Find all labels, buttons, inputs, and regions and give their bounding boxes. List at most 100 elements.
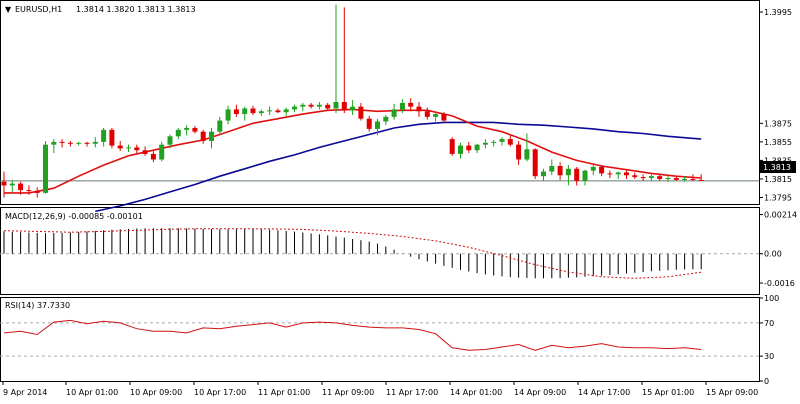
candle-body <box>333 102 339 109</box>
candle-body <box>341 102 347 111</box>
candle-body <box>482 142 488 145</box>
ohlc-header: 1.3814 1.3820 1.3813 1.3813 <box>76 5 196 14</box>
price-panel-frame <box>0 0 760 205</box>
candle-body <box>117 145 123 149</box>
candle-body <box>532 149 538 177</box>
candle-body <box>449 139 455 154</box>
candle-body <box>51 141 57 145</box>
candle-body <box>491 141 497 143</box>
candle-body <box>458 145 463 154</box>
time-tick-label: 10 Apr 09:00 <box>130 388 182 397</box>
candle-body <box>76 142 82 144</box>
rsi-label: RSI(14) 37.7330 <box>5 301 70 310</box>
candle-body <box>648 176 654 179</box>
candle-body <box>657 176 663 179</box>
rsi-tick-label: 0 <box>764 377 769 386</box>
candle-body <box>441 114 447 121</box>
candle-body <box>200 131 206 141</box>
price-tick-label: 1.3795 <box>764 194 792 203</box>
macd-signal-line <box>3 228 702 279</box>
symbol-label: EURUSD,H1 <box>15 5 62 14</box>
candle-body <box>524 149 530 160</box>
candle-body <box>466 145 472 151</box>
candle-body <box>607 173 613 175</box>
candle-body <box>416 106 422 112</box>
candle-body <box>516 144 522 160</box>
candle-body <box>150 153 156 160</box>
candle-body <box>565 168 571 176</box>
candle-body <box>101 129 107 142</box>
candle-body <box>474 144 480 151</box>
candle-body <box>640 177 646 179</box>
candle-body <box>698 179 704 181</box>
rsi-panel <box>0 319 759 357</box>
candle-body <box>43 144 48 193</box>
candle-body <box>383 116 389 122</box>
time-tick-label: 14 Apr 01:00 <box>450 388 502 397</box>
candle-body <box>250 108 256 114</box>
candle-body <box>84 142 90 144</box>
candle-body <box>283 109 289 113</box>
candle-body <box>233 109 239 115</box>
price-tick-label: 1.3815 <box>764 175 792 184</box>
candle-body <box>258 111 264 114</box>
macd-panel <box>0 228 759 279</box>
candle-body <box>175 129 181 137</box>
price-badge: 1.3813 <box>763 163 791 172</box>
candle-body <box>325 104 331 109</box>
candle-body <box>225 109 231 121</box>
macd-tick-label: 0.00214 <box>764 211 797 220</box>
time-tick-label: 14 Apr 09:00 <box>514 388 566 397</box>
candle-body <box>424 111 430 117</box>
time-tick-label: 15 Apr 01:00 <box>642 388 694 397</box>
macd-tick-label: -0.0016 <box>764 279 795 288</box>
time-tick-label: 11 Apr 17:00 <box>386 388 438 397</box>
candle-body <box>184 127 190 130</box>
candle-body <box>366 118 372 129</box>
candle-body <box>59 141 65 143</box>
candle-body <box>126 147 131 149</box>
rsi-tick-label: 30 <box>764 352 774 361</box>
symbol-dropdown-icon[interactable]: ▼ <box>5 5 12 14</box>
price-badge-bg <box>760 161 796 173</box>
candle-body <box>408 102 414 107</box>
candle-body <box>92 141 98 144</box>
time-tick-label: 9 Apr 2014 <box>3 388 47 397</box>
candle-body <box>507 139 513 145</box>
slow-moving-average <box>95 121 702 213</box>
candle-body <box>167 136 173 145</box>
candle-body <box>242 108 248 115</box>
candle-body <box>399 102 405 110</box>
candle-body <box>267 110 273 112</box>
candle-body <box>9 183 15 186</box>
candle-body <box>549 165 555 172</box>
rsi-tick-label: 100 <box>764 294 779 303</box>
candle-body <box>159 144 165 160</box>
candle-body <box>308 104 314 107</box>
rsi-tick-label: 70 <box>764 319 774 328</box>
candle-body <box>300 104 306 107</box>
candle-body <box>109 129 115 146</box>
candle-body <box>34 191 40 193</box>
candle-body <box>358 106 364 119</box>
price-tick-label: 1.3995 <box>764 8 792 17</box>
price-panel <box>0 4 759 213</box>
candle-body <box>574 168 580 181</box>
candle-body <box>67 142 73 144</box>
candle-body <box>391 109 397 117</box>
candle-body <box>590 166 596 171</box>
candle-body <box>209 131 214 141</box>
candle-body <box>292 106 297 110</box>
candle-body <box>275 110 281 113</box>
candle-body <box>217 120 223 132</box>
candle-body <box>673 178 679 180</box>
time-tick-label: 10 Apr 01:00 <box>66 388 118 397</box>
candle-body <box>665 178 671 180</box>
time-tick-label: 11 Apr 01:00 <box>258 388 310 397</box>
candle-body <box>541 171 546 177</box>
price-tick-label: 1.3875 <box>764 119 792 128</box>
candle-body <box>690 178 696 180</box>
macd-label: MACD(12,26,9) -0.00085 -0.00101 <box>5 212 143 221</box>
